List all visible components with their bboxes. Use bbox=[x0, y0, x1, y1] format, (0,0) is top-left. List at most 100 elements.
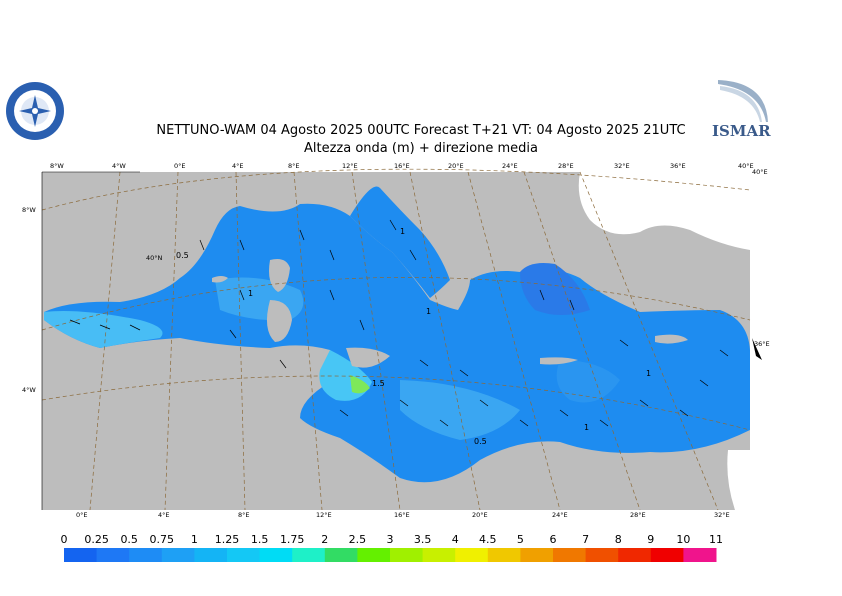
legend-swatches bbox=[64, 548, 717, 562]
wave-height-map: 0.5 1 1 1 1.5 0.5 1 1 8°W 4°W 0°E 4°E 8°… bbox=[22, 162, 770, 519]
levant-mid bbox=[556, 360, 620, 403]
map-subtitle: Altezza onda (m) + direzione media bbox=[303, 141, 539, 156]
legend-label: 7 bbox=[582, 533, 589, 546]
island-corsica bbox=[269, 259, 290, 292]
color-legend: 0 0.25 0.5 0.75 1 1.25 1.5 1.75 2 2.5 3 3.5 4 4.5 5 6 7 8… bbox=[61, 533, 724, 562]
legend-label: 1.25 bbox=[215, 533, 240, 546]
legend-label: 4.5 bbox=[479, 533, 497, 546]
lon-tick-bottom: 24°E bbox=[552, 511, 568, 519]
lon-tick-top: 8°W bbox=[50, 162, 64, 170]
island-mallorca bbox=[212, 276, 228, 283]
contour-label: 1 bbox=[646, 369, 651, 378]
adriatic-sea bbox=[350, 186, 450, 298]
lon-tick-top: 0°E bbox=[174, 162, 186, 170]
aegean-sea bbox=[520, 263, 590, 315]
lat-tick-left: 8°W bbox=[22, 206, 36, 214]
lat-tick-left: 40°N bbox=[146, 254, 163, 262]
lon-tick-top: 8°E bbox=[288, 162, 300, 170]
graticule bbox=[41, 168, 751, 511]
legend-swatch bbox=[357, 548, 391, 562]
legend-swatch bbox=[520, 548, 554, 562]
sea-area bbox=[44, 203, 750, 483]
legend-swatch bbox=[161, 548, 195, 562]
legend-labels: 0 0.25 0.5 0.75 1 1.25 1.5 1.75 2 2.5 3 3.5 4 4.5 5 6 7 8… bbox=[61, 533, 724, 546]
legend-label: 0.5 bbox=[120, 533, 138, 546]
ismar-logo: ISMAR bbox=[710, 80, 771, 140]
legend-swatch bbox=[553, 548, 587, 562]
lon-tick-top: 20°E bbox=[448, 162, 464, 170]
ionian-high bbox=[400, 380, 520, 440]
island-sardinia bbox=[266, 300, 292, 342]
lon-tick-top: 12°E bbox=[342, 162, 358, 170]
contour-label: 1 bbox=[584, 423, 589, 432]
legend-swatch bbox=[292, 548, 326, 562]
legend-label: 0 bbox=[61, 533, 68, 546]
lon-tick-bottom: 4°E bbox=[158, 511, 170, 519]
legend-swatch bbox=[455, 548, 489, 562]
lat-tick-right: 40°E bbox=[752, 168, 768, 176]
legend-label: 0.25 bbox=[84, 533, 109, 546]
legend-swatch bbox=[194, 548, 228, 562]
white-region-black-sea bbox=[578, 172, 750, 250]
contour-label: 1 bbox=[426, 307, 431, 316]
lon-tick-top: 4°E bbox=[232, 162, 244, 170]
lat-tick-right: 36°E bbox=[754, 340, 770, 348]
projection-lines bbox=[41, 171, 140, 510]
lon-tick-top: 36°E bbox=[670, 162, 686, 170]
legend-label: 1.75 bbox=[280, 533, 305, 546]
direction-reference-arrow bbox=[752, 338, 762, 360]
legend-label: 2.5 bbox=[349, 533, 367, 546]
lon-tick-top: 16°E bbox=[394, 162, 410, 170]
legend-label: 0.75 bbox=[150, 533, 175, 546]
contour-label: 0.5 bbox=[176, 251, 189, 260]
lon-tick-top: 4°W bbox=[112, 162, 126, 170]
lon-tick-top: 40°E bbox=[738, 162, 754, 170]
lon-tick-bottom: 20°E bbox=[472, 511, 488, 519]
sicily-peak bbox=[350, 375, 370, 394]
island-cyprus bbox=[655, 334, 688, 344]
lon-tick-bottom: 0°E bbox=[76, 511, 88, 519]
svg-text:ISMAR: ISMAR bbox=[712, 122, 771, 140]
lon-tick-bottom: 32°E bbox=[714, 511, 730, 519]
legend-swatch bbox=[96, 548, 130, 562]
lon-tick-bottom: 12°E bbox=[316, 511, 332, 519]
legend-label: 1 bbox=[191, 533, 198, 546]
legend-swatch bbox=[259, 548, 293, 562]
legend-swatch bbox=[683, 548, 717, 562]
contour-label: 0.5 bbox=[474, 437, 487, 446]
legend-swatch bbox=[487, 548, 521, 562]
contour-label: 1.5 bbox=[372, 379, 385, 388]
legend-swatch bbox=[129, 548, 163, 562]
legend-swatch bbox=[64, 548, 98, 562]
island-crete bbox=[540, 357, 578, 365]
lon-tick-bottom: 8°E bbox=[238, 511, 250, 519]
legend-label: 4 bbox=[452, 533, 459, 546]
lat-tick-left: 4°W bbox=[22, 386, 36, 394]
legend-swatch bbox=[324, 548, 358, 562]
legend-label: 3 bbox=[387, 533, 394, 546]
legend-label: 10 bbox=[676, 533, 690, 546]
legend-label: 5 bbox=[517, 533, 524, 546]
lon-tick-top: 28°E bbox=[558, 162, 574, 170]
legend-label: 3.5 bbox=[414, 533, 432, 546]
alboran-high bbox=[44, 311, 163, 348]
legend-swatch bbox=[390, 548, 424, 562]
legend-label: 11 bbox=[709, 533, 723, 546]
lon-tick-bottom: 16°E bbox=[394, 511, 410, 519]
legend-label: 9 bbox=[647, 533, 654, 546]
legend-swatch bbox=[422, 548, 456, 562]
wave-direction-arrows bbox=[69, 219, 729, 427]
legend-label: 2 bbox=[321, 533, 328, 546]
lon-tick-top: 32°E bbox=[614, 162, 630, 170]
white-region-red-sea bbox=[727, 450, 750, 510]
legend-swatch bbox=[618, 548, 652, 562]
legend-swatch bbox=[227, 548, 261, 562]
map-title: NETTUNO-WAM 04 Agosto 2025 00UTC Forecas… bbox=[156, 123, 686, 138]
legend-label: 1.5 bbox=[251, 533, 269, 546]
contour-label: 1 bbox=[400, 227, 405, 236]
contour-label: 1 bbox=[248, 289, 253, 298]
legend-swatch bbox=[585, 548, 619, 562]
lon-tick-bottom: 28°E bbox=[630, 511, 646, 519]
lon-tick-top: 24°E bbox=[502, 162, 518, 170]
legend-label: 6 bbox=[550, 533, 557, 546]
